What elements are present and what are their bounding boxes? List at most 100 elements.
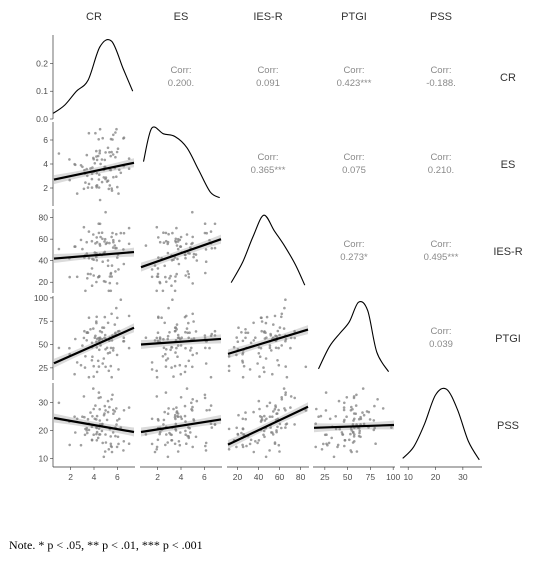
x-tick-label: 10 [403, 472, 413, 482]
corr-value: 0.423*** [337, 78, 372, 89]
data-point [262, 429, 266, 433]
data-point [98, 348, 101, 352]
data-point [163, 264, 166, 268]
data-point [115, 282, 119, 285]
data-point [227, 448, 231, 451]
corr-label: Corr: [430, 326, 451, 337]
data-point [85, 252, 89, 255]
data-point [57, 346, 61, 350]
data-point [173, 329, 177, 333]
data-point [86, 277, 89, 280]
data-point [110, 450, 114, 454]
data-point [175, 244, 179, 247]
data-point [91, 415, 94, 418]
data-point [176, 412, 180, 415]
data-point [98, 419, 102, 422]
row-strip-es: ES [501, 159, 516, 171]
data-point [340, 431, 344, 434]
data-point [165, 348, 168, 351]
data-point [101, 422, 104, 426]
data-point [191, 235, 194, 239]
data-point [109, 289, 113, 293]
data-point [283, 306, 286, 310]
panel-es-ies-r: Corr: 0.365*** [227, 122, 309, 206]
data-point [103, 333, 107, 337]
panel-ies-r-es [140, 209, 222, 293]
data-point [252, 410, 255, 414]
data-point [227, 364, 231, 368]
data-point [263, 370, 266, 374]
data-point [157, 236, 160, 239]
data-point [203, 222, 207, 225]
data-point [241, 443, 244, 447]
data-point [96, 359, 100, 363]
data-point [252, 321, 255, 325]
data-point [117, 442, 120, 446]
data-point [127, 242, 131, 246]
y-tick-label: 20 [39, 277, 49, 287]
data-point [278, 333, 281, 337]
data-point [170, 433, 173, 437]
x-tick-label: 40 [254, 472, 264, 482]
data-point [110, 445, 113, 449]
data-point [108, 151, 111, 154]
data-point [111, 231, 114, 235]
panel-pss-ptgi [313, 383, 395, 467]
data-point [90, 425, 94, 429]
data-point [112, 346, 115, 350]
y-tick-label: 0.1 [36, 86, 48, 96]
data-point [155, 336, 159, 340]
data-point [176, 450, 180, 453]
data-point [84, 181, 87, 184]
data-point [114, 434, 117, 438]
data-point [106, 146, 110, 150]
data-point [293, 336, 297, 340]
data-point [359, 415, 362, 419]
data-point [213, 246, 217, 250]
data-point [116, 419, 119, 422]
data-point [127, 406, 131, 409]
data-point [116, 147, 120, 150]
data-point [276, 425, 279, 429]
data-point [86, 186, 90, 189]
panel-cr-pss: Corr: -0.188. [400, 35, 482, 119]
data-point [83, 329, 86, 333]
data-point [93, 162, 97, 165]
data-point [187, 272, 190, 276]
data-point [95, 171, 99, 175]
data-point [86, 331, 90, 335]
data-point [270, 349, 273, 352]
data-point [361, 387, 365, 390]
data-point [118, 329, 121, 333]
data-point [175, 272, 178, 276]
data-point [259, 420, 263, 423]
data-point [272, 323, 275, 326]
data-point [122, 248, 125, 251]
data-point [203, 231, 207, 235]
data-point [108, 281, 112, 285]
data-point [352, 395, 356, 398]
data-point [205, 409, 208, 412]
data-point [95, 430, 99, 434]
data-point [322, 442, 325, 446]
data-point [264, 455, 268, 459]
data-point [361, 411, 364, 414]
data-point [103, 404, 107, 408]
data-point [280, 312, 284, 316]
data-point [213, 334, 217, 337]
data-point [116, 256, 119, 259]
data-point [284, 337, 288, 341]
data-point [102, 455, 106, 459]
data-point [162, 418, 166, 422]
data-point [245, 444, 248, 448]
data-point [127, 314, 131, 318]
data-point [170, 346, 174, 349]
data-point [204, 248, 208, 251]
data-point [104, 409, 107, 412]
data-point [246, 331, 250, 335]
data-point [178, 238, 182, 242]
data-point [75, 192, 79, 195]
data-point [254, 440, 257, 443]
data-point [127, 167, 131, 170]
x-tick-label: 2 [68, 472, 73, 482]
